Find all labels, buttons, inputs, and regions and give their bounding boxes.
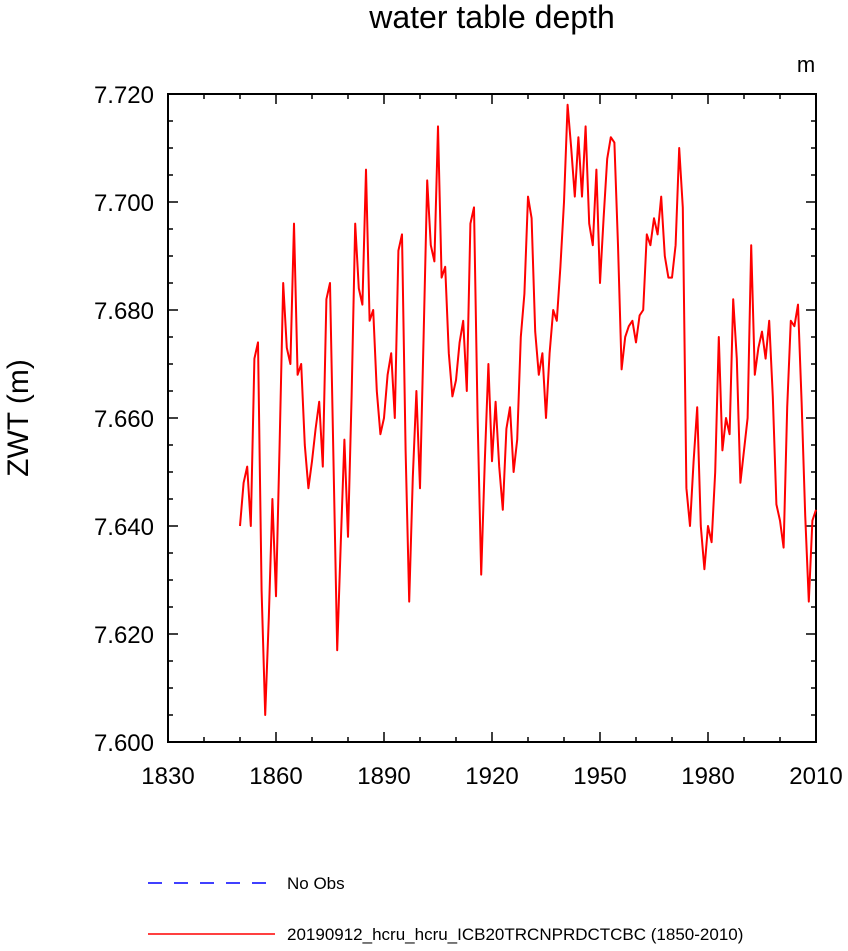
legend-label-no-obs: No Obs: [287, 874, 345, 893]
y-tick-label: 7.720: [94, 82, 154, 109]
x-tick-label: 1860: [249, 763, 302, 790]
x-tick-label: 1830: [141, 763, 194, 790]
y-axis-label: ZWT (m): [2, 359, 35, 477]
plot-frame: [167, 93, 817, 743]
series-layer: [239, 103, 817, 716]
legend: No Obs 20190912_hcru_hcru_ICB20TRCNPRDCT…: [148, 874, 743, 944]
y-tick-label: 7.600: [94, 730, 154, 757]
plot-border: [167, 93, 817, 743]
x-tick-label: 1980: [681, 763, 734, 790]
y-tick-label: 7.680: [94, 298, 154, 325]
y-tick-label: 7.620: [94, 622, 154, 649]
x-tick-label: 1920: [465, 763, 518, 790]
x-axis: 1830 1860 1890 1920 1950 1980 2010: [141, 94, 843, 790]
x-tick-label: 1890: [357, 763, 410, 790]
units-label: m: [797, 52, 815, 77]
chart-title: water table depth: [368, 0, 615, 35]
y-tick-label: 7.640: [94, 514, 154, 541]
series-line-1: [239, 103, 817, 716]
y-tick-label: 7.700: [94, 190, 154, 217]
y-axis: 7.600 7.620 7.640 7.660 7.680 7.700 7.720: [94, 82, 816, 757]
legend-label-model: 20190912_hcru_hcru_ICB20TRCNPRDCTCBC (18…: [287, 925, 743, 944]
y-tick-label: 7.660: [94, 406, 154, 433]
x-tick-label: 1950: [573, 763, 626, 790]
x-tick-label: 2010: [789, 763, 842, 790]
